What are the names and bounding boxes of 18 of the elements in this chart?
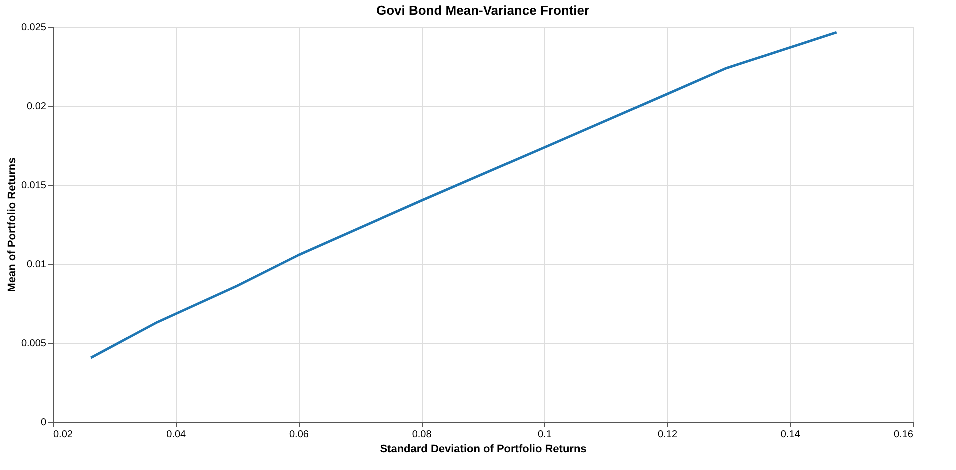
chart-title: Govi Bond Mean-Variance Frontier xyxy=(376,3,590,18)
x-tick-label: 0.16 xyxy=(894,430,914,440)
y-tick-label: 0 xyxy=(40,418,47,428)
y-tick-label: 0.02 xyxy=(27,102,47,112)
x-tick-label: 0.14 xyxy=(780,430,801,440)
x-tick-label: 0.12 xyxy=(658,430,678,440)
x-tick-label: 0.1 xyxy=(538,430,552,440)
x-tick-label: 0.08 xyxy=(412,430,432,440)
y-tick-label: 0.025 xyxy=(21,22,47,34)
line-series xyxy=(90,31,838,360)
y-axis-title: Mean of Portfolio Returns xyxy=(6,158,18,292)
y-tick-label: 0.015 xyxy=(21,180,47,192)
y-tick-label: 0.01 xyxy=(27,260,47,270)
x-tick-label: 0.06 xyxy=(289,430,310,440)
x-tick-label: 0.02 xyxy=(54,430,74,440)
x-tick-label: 0.04 xyxy=(166,430,187,440)
x-axis-title: Standard Deviation of Portfolio Returns xyxy=(380,444,587,456)
y-tick-label: 0.005 xyxy=(21,338,47,350)
